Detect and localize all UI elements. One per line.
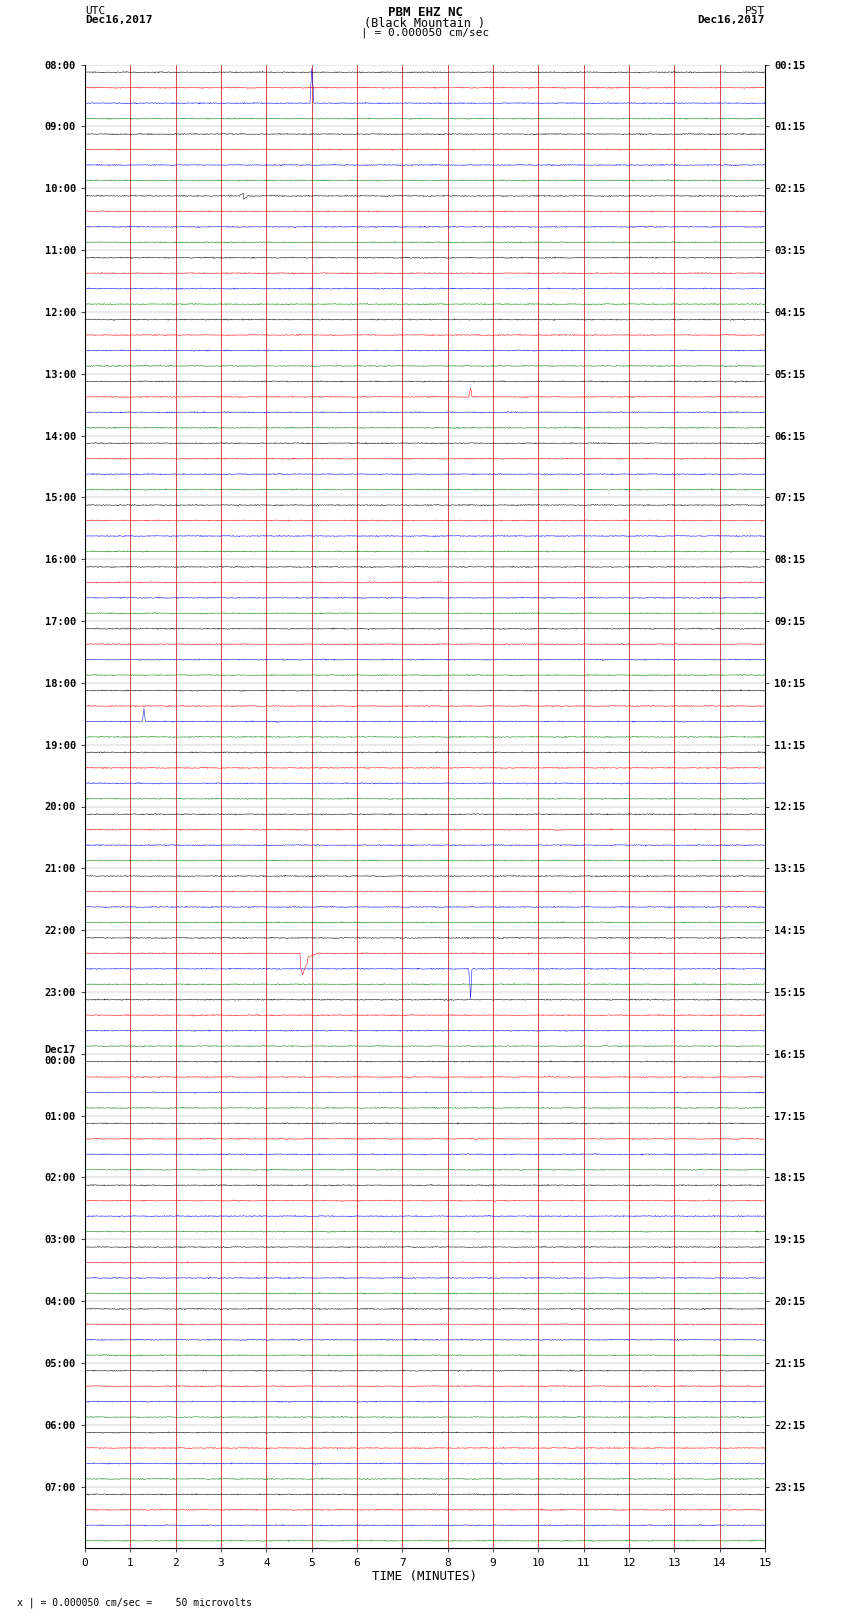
Text: UTC: UTC bbox=[85, 5, 105, 16]
Text: Dec16,2017: Dec16,2017 bbox=[85, 16, 152, 26]
X-axis label: TIME (MINUTES): TIME (MINUTES) bbox=[372, 1571, 478, 1584]
Text: PBM EHZ NC: PBM EHZ NC bbox=[388, 5, 462, 19]
Text: | = 0.000050 cm/sec: | = 0.000050 cm/sec bbox=[361, 27, 489, 39]
Text: (Black Mountain ): (Black Mountain ) bbox=[365, 18, 485, 31]
Text: PST: PST bbox=[745, 5, 765, 16]
Text: Dec16,2017: Dec16,2017 bbox=[698, 16, 765, 26]
Text: x | = 0.000050 cm/sec =    50 microvolts: x | = 0.000050 cm/sec = 50 microvolts bbox=[17, 1597, 252, 1608]
